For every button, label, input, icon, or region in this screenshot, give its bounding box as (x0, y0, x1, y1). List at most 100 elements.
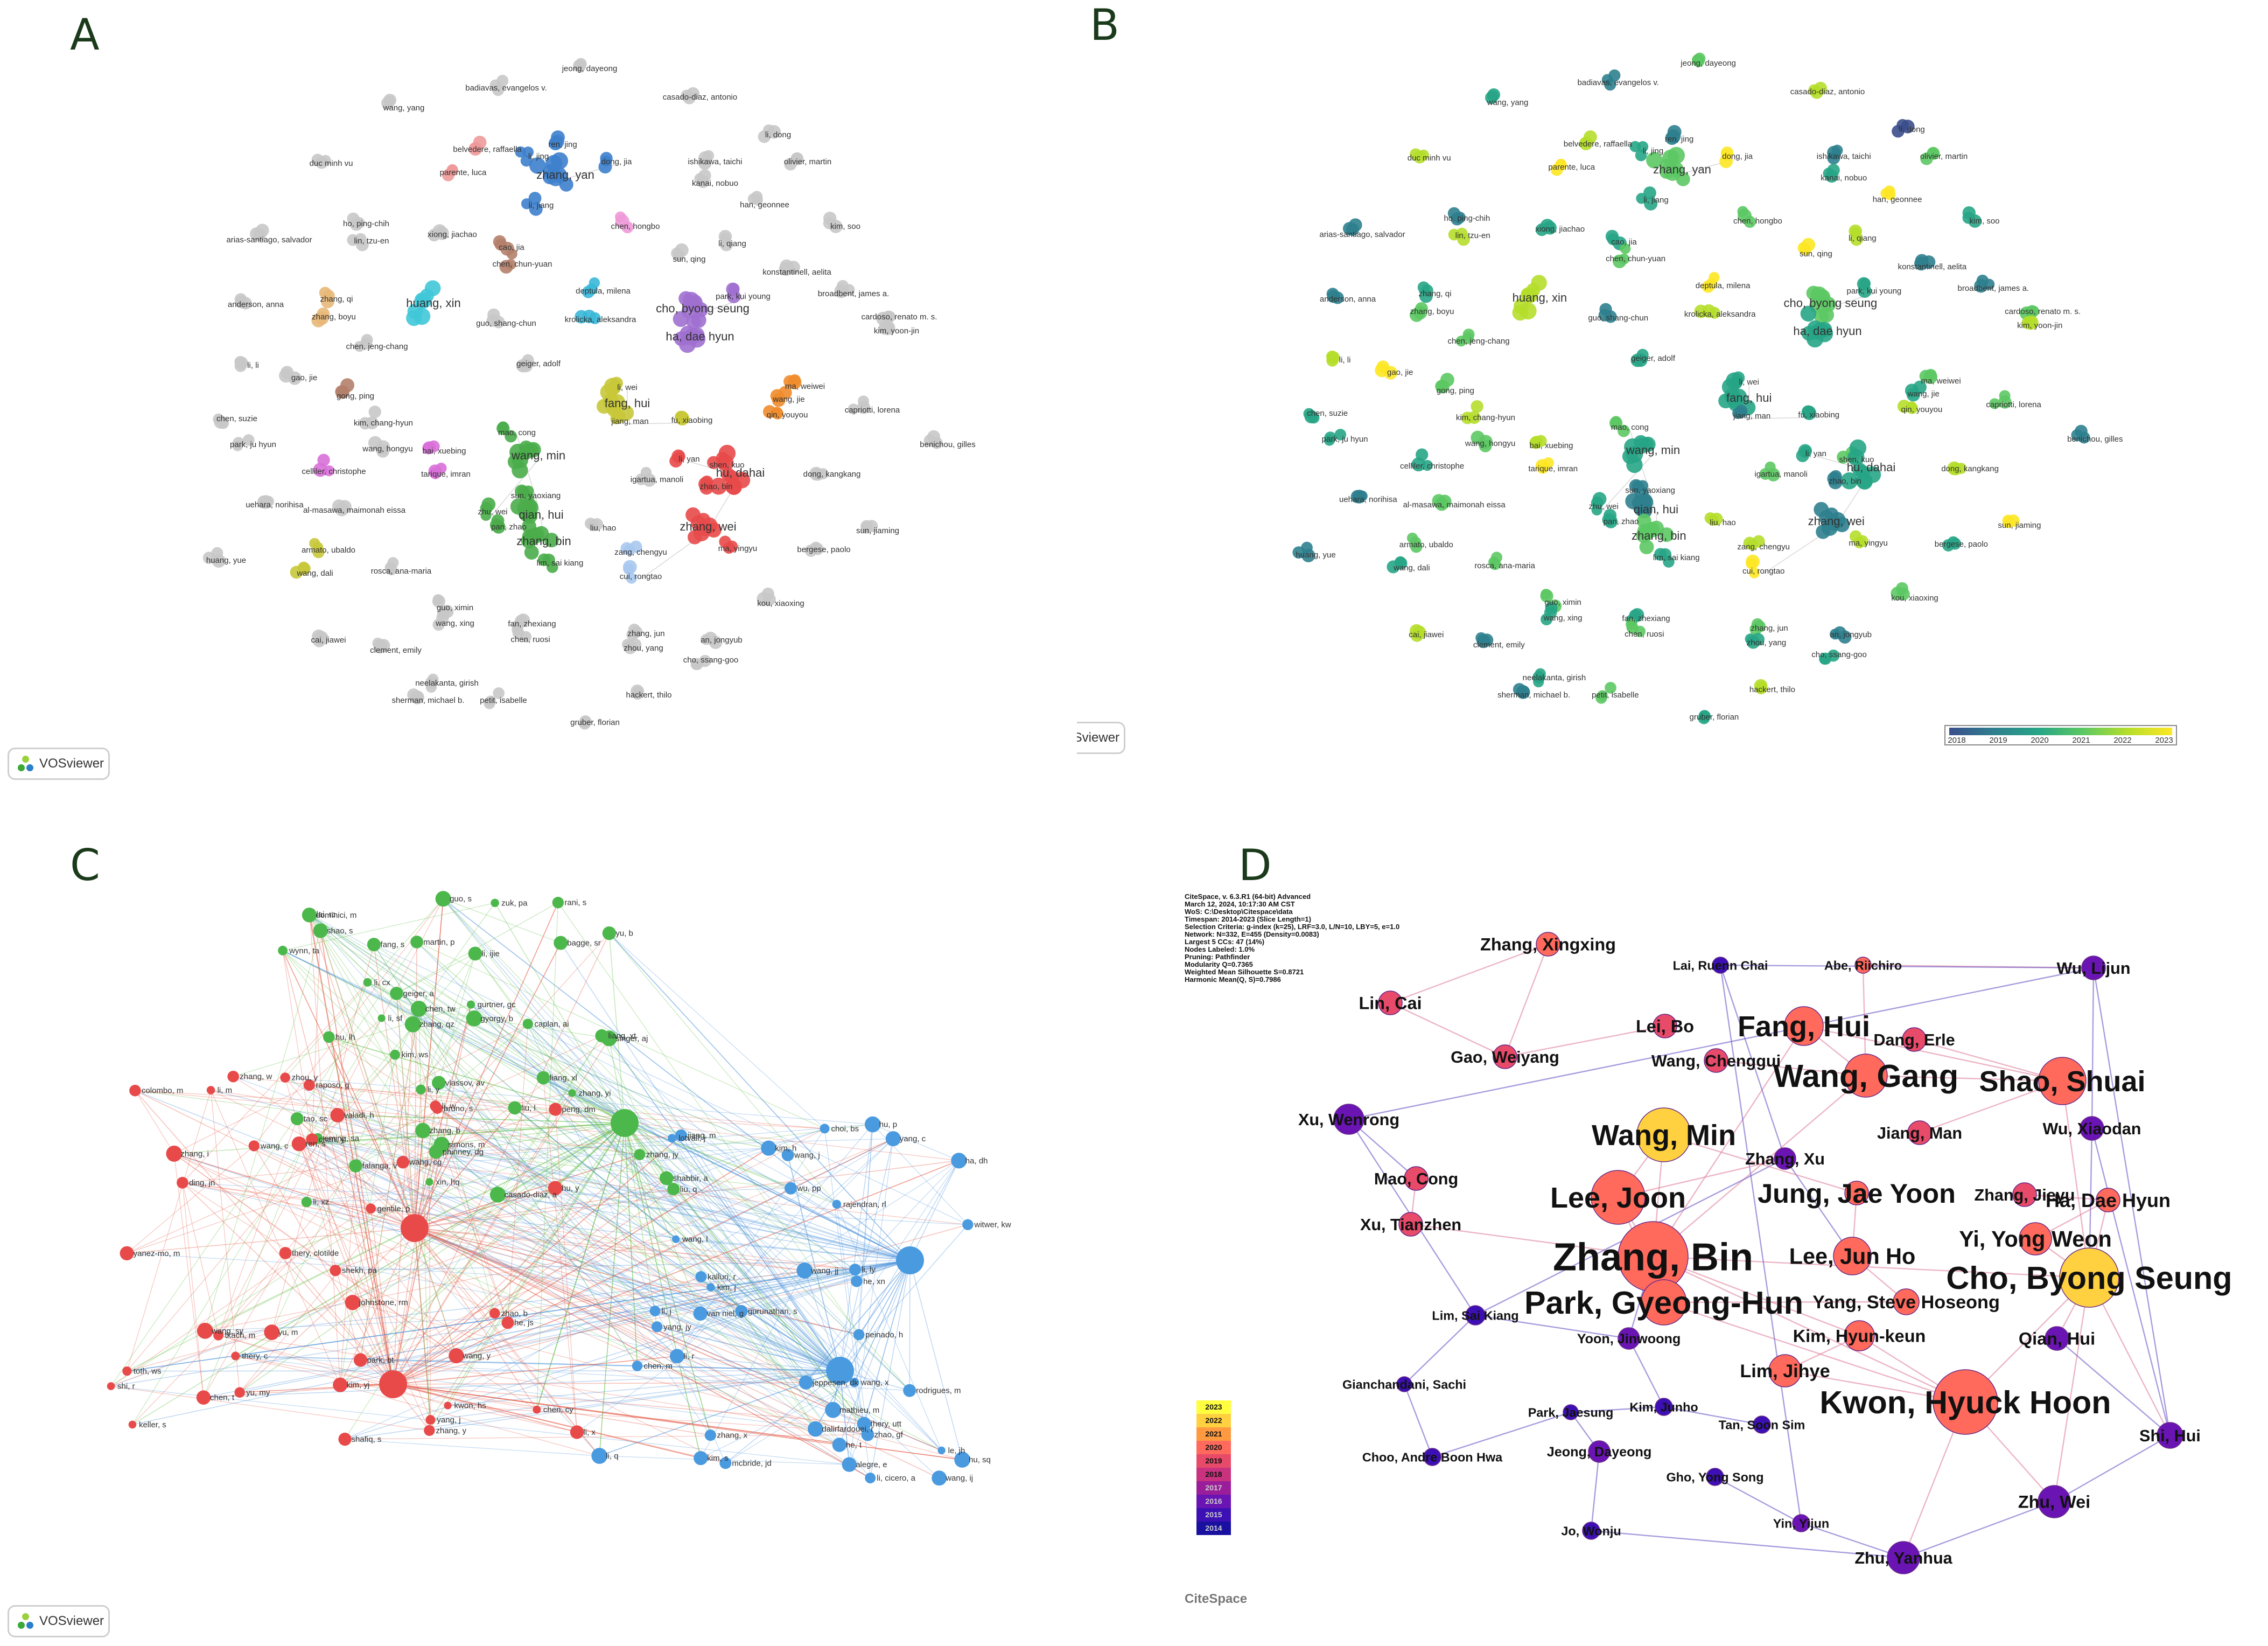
citation-edge (328, 1036, 625, 1124)
citation-edge (127, 1260, 911, 1372)
author-label: zhang, qi (320, 295, 353, 304)
citation-edge (299, 1143, 871, 1478)
author-node (480, 510, 492, 521)
vosviewer-logo-b: VOSviewer (1077, 722, 1125, 754)
citespace-info-line: WoS: C:\Desktop\Citespace\data (1185, 908, 1293, 916)
panel-a-network[interactable]: jeong, dayeong badiavas, evangelos v. casa… (0, 0, 1045, 797)
citation-edge (254, 1146, 394, 1385)
colorbar-gradient (1949, 728, 2172, 735)
reference-node (278, 945, 288, 955)
citation-edge (299, 1122, 625, 1145)
author-node (1852, 462, 1867, 477)
citation-edge (608, 933, 911, 1261)
author-node (692, 302, 709, 318)
author-label: jiang, man (1733, 412, 1770, 421)
citation-edge (393, 1135, 682, 1385)
collab-edge (2092, 967, 2171, 1436)
citation-edge (174, 1153, 415, 1229)
citation-edge (203, 1370, 841, 1398)
citation-edge (414, 1227, 859, 1335)
author-label: Gianchandani, Sachi (1342, 1377, 1466, 1391)
author-label: Yin, Yijun (1773, 1516, 1829, 1530)
citation-edge (393, 1160, 960, 1385)
citation-edge (429, 1182, 431, 1420)
citation-edge (543, 1077, 625, 1124)
panel-c-network[interactable]: li, y falanga, v singer, aj rani, s martin, … (0, 840, 1045, 1646)
citation-edge (839, 1370, 850, 1465)
citation-edge (182, 1182, 968, 1225)
reference-label: bruno, s (444, 1104, 473, 1113)
citation-edge (312, 1139, 841, 1371)
author-label: casado-diaz, antonio (663, 93, 737, 102)
author-node (1746, 558, 1758, 569)
author-node (520, 631, 532, 643)
reference-label: kim, h (775, 1144, 796, 1153)
author-label: Dang, Erle (1873, 1031, 1955, 1049)
author-node (1639, 540, 1654, 555)
author-node (1968, 214, 1982, 228)
author-label: kim, soo (830, 222, 860, 231)
reference-node (280, 1072, 290, 1083)
author-label: ishikawa, taichi (688, 157, 743, 166)
panel-b-network[interactable]: jeong, dayeong badiavas, evangelos v. casa… (1077, 0, 2268, 797)
reference-node (695, 1271, 707, 1282)
citation-edge (203, 1260, 911, 1398)
author-node (234, 355, 247, 368)
author-node (520, 443, 536, 459)
author-label: chen, hongbo (1733, 217, 1782, 226)
author-label: sun, qing (1800, 249, 1832, 259)
author-node (368, 405, 381, 419)
citation-edge (624, 1122, 711, 1435)
author-node (710, 477, 727, 495)
citation-edge (235, 1355, 868, 1435)
author-node (1853, 536, 1866, 549)
panel-b-label: B (1090, 0, 1119, 50)
panel-d-network[interactable]: Zhang, Xingxing Lai, Ruenn Chai Abe, Riich… (1077, 840, 2268, 1646)
citation-edge (555, 1109, 674, 1190)
author-node (1920, 152, 1933, 165)
citation-edge (282, 950, 313, 1140)
citation-edge (233, 1076, 556, 1110)
citation-edge (235, 1355, 841, 1371)
citation-edge (340, 1384, 600, 1456)
author-node (232, 437, 245, 449)
author-node (1892, 124, 1905, 138)
author-label: fu, xiaobing (671, 416, 713, 425)
reference-node (248, 1140, 260, 1152)
year-legend-swatch (1196, 1414, 1231, 1427)
reference-node (659, 1171, 674, 1185)
reference-label: peng, dm (562, 1105, 596, 1114)
author-label: li, jiang (1643, 196, 1669, 205)
author-node (605, 399, 621, 414)
reference-label: wynn, ta (289, 946, 320, 955)
citation-edge (182, 1182, 805, 1271)
author-node (778, 386, 792, 400)
citation-edge (608, 933, 911, 1261)
reference-node (851, 1275, 863, 1287)
author-node (551, 152, 569, 170)
author-node (1999, 390, 2011, 402)
author-label: lin, tzu-en (1455, 231, 1490, 240)
reference-node (330, 1108, 345, 1122)
citation-edge (135, 1090, 841, 1371)
citation-edge (174, 1153, 495, 1314)
author-node (1563, 1404, 1579, 1420)
citation-edge (498, 1194, 911, 1261)
citation-edge (309, 915, 415, 1229)
citation-edge (393, 1138, 894, 1385)
author-node (548, 136, 563, 151)
citation-edge (414, 898, 444, 1229)
citation-edge (352, 1302, 963, 1460)
author-label: dong, jia (1722, 152, 1753, 161)
reference-label: johnstone, rm (359, 1298, 408, 1307)
citation-edge (676, 1124, 873, 1357)
citation-edge (396, 993, 640, 1155)
citation-edge (555, 1109, 834, 1411)
collab-edge (1390, 1002, 1506, 1058)
author-label: konstantinell, aelita (1898, 262, 1967, 271)
author-label: park, kui young (1847, 287, 1902, 296)
reference-label: raposo, g (316, 1081, 349, 1090)
citation-edge (414, 1227, 807, 1383)
collab-edge (1653, 1075, 1866, 1257)
citation-edge (414, 1130, 424, 1229)
